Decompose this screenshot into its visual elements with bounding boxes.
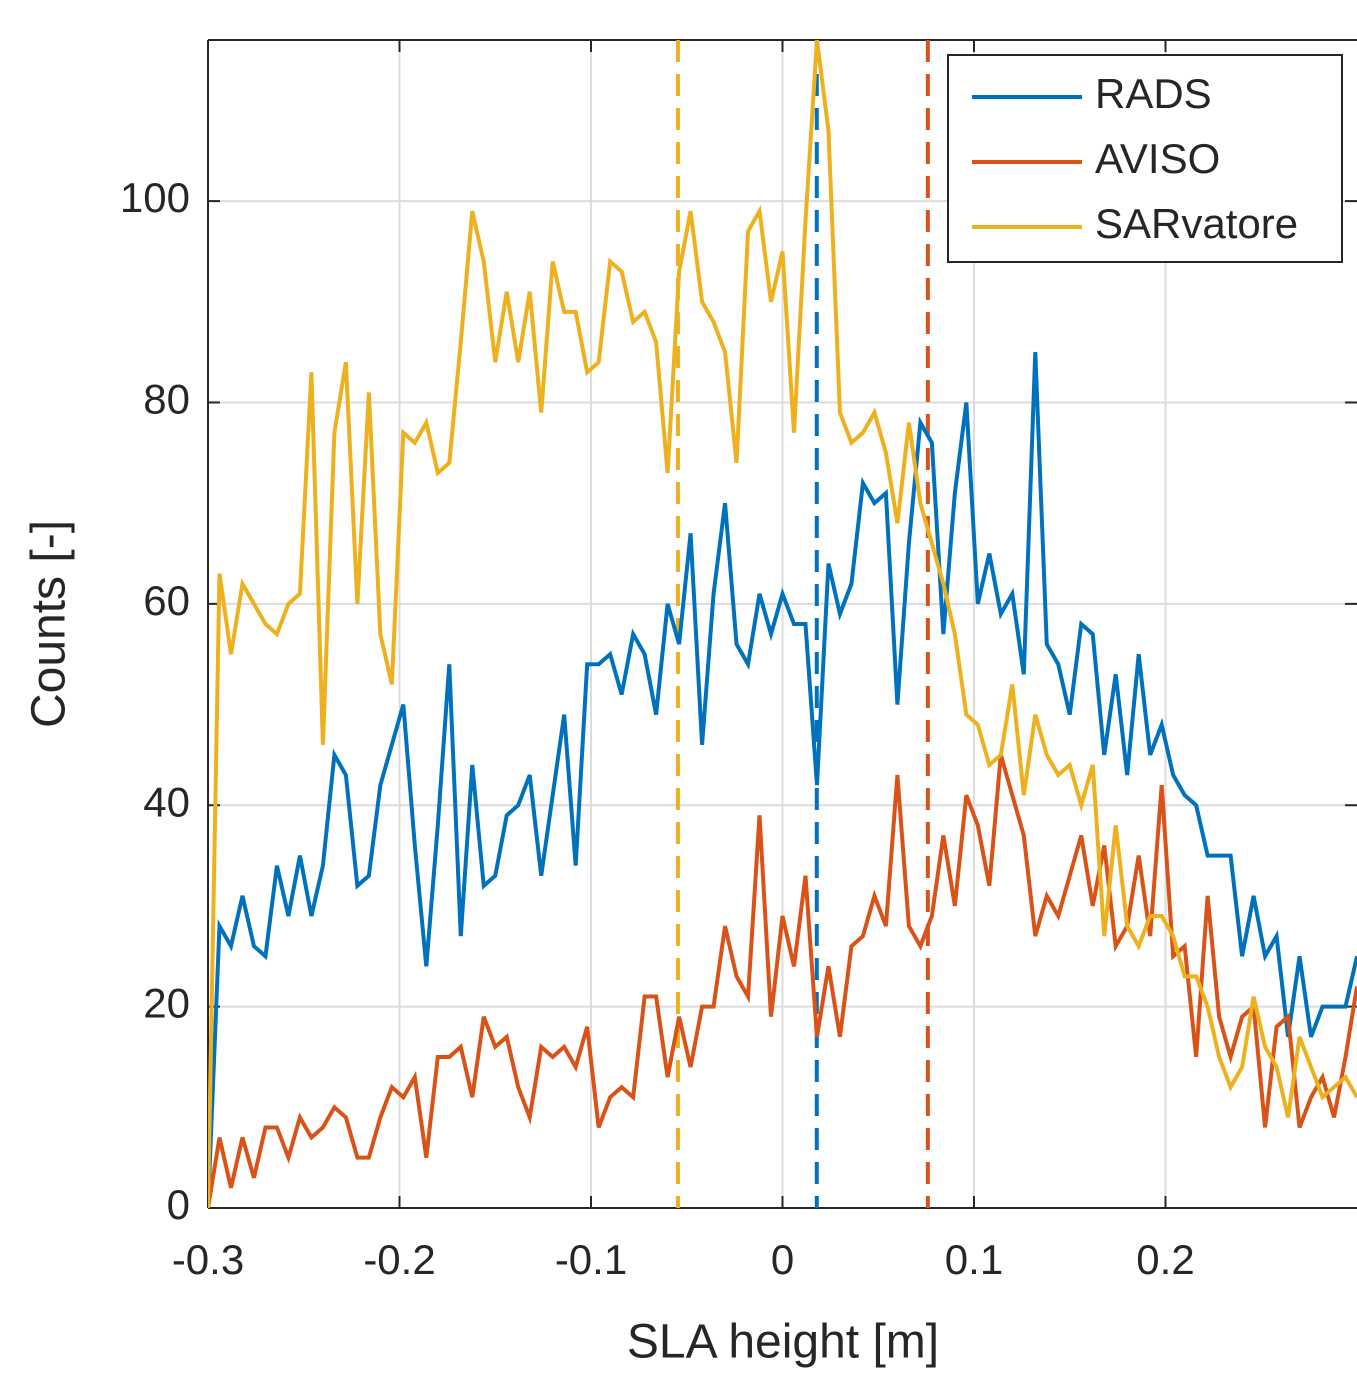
legend-label: SARvatore <box>1095 200 1298 247</box>
x-tick-label: -0.2 <box>363 1236 435 1283</box>
y-tick-label: 40 <box>143 778 190 825</box>
legend-label: AVISO <box>1095 135 1220 182</box>
x-tick-label: 0.2 <box>1136 1236 1194 1283</box>
x-axis-label: SLA height [m] <box>627 1316 939 1369</box>
series-line <box>208 754 1357 1208</box>
y-tick-label: 100 <box>120 174 190 221</box>
x-tick-label: -0.1 <box>555 1236 627 1283</box>
x-tick-label: 0 <box>771 1236 794 1283</box>
legend-label: RADS <box>1095 70 1212 117</box>
series-line <box>208 40 1357 1208</box>
series-line <box>208 352 1357 1208</box>
x-tick-label: -0.3 <box>172 1236 244 1283</box>
y-tick-label: 0 <box>167 1181 190 1228</box>
x-tick-label: 0.1 <box>945 1236 1003 1283</box>
y-tick-label: 80 <box>143 376 190 423</box>
y-axis-label: Counts [-] <box>23 520 76 728</box>
y-tick-label: 20 <box>143 980 190 1027</box>
y-tick-label: 60 <box>143 577 190 624</box>
